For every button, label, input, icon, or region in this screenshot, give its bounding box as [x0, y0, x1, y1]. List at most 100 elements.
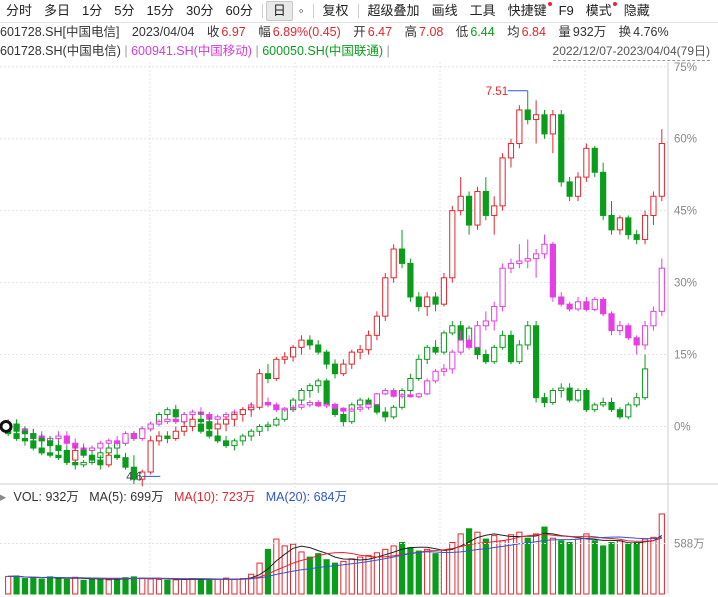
- candle-body[interactable]: [189, 411, 196, 415]
- volume-bar[interactable]: [231, 578, 238, 595]
- candle-body[interactable]: [574, 176, 582, 197]
- toolbar-item-5[interactable]: 30分: [185, 3, 214, 18]
- candle-body[interactable]: [331, 363, 339, 375]
- collapse-icon[interactable]: ▸: [0, 490, 7, 504]
- candle-body[interactable]: [340, 413, 347, 423]
- volume-bar[interactable]: [357, 556, 364, 595]
- candle-body[interactable]: [63, 449, 70, 461]
- volume-bar[interactable]: [306, 556, 313, 595]
- candle-body[interactable]: [549, 243, 556, 298]
- candle-body[interactable]: [155, 421, 163, 425]
- volume-bar[interactable]: [641, 538, 649, 595]
- candle-body[interactable]: [21, 430, 29, 435]
- candle-body[interactable]: [524, 258, 531, 262]
- candle-body[interactable]: [264, 373, 272, 380]
- candle-body[interactable]: [625, 325, 632, 339]
- candle-body[interactable]: [440, 368, 448, 372]
- candle-body[interactable]: [415, 358, 422, 379]
- volume-bar[interactable]: [21, 578, 29, 595]
- candle-body[interactable]: [658, 143, 665, 197]
- candle-body[interactable]: [214, 435, 221, 442]
- candle-body[interactable]: [273, 358, 280, 379]
- candle-body[interactable]: [600, 401, 607, 406]
- volume-bar[interactable]: [164, 579, 171, 595]
- volume-bar[interactable]: [114, 578, 121, 595]
- candle-body[interactable]: [155, 435, 163, 442]
- toolbar-item-0[interactable]: 分时: [6, 3, 33, 18]
- candle-body[interactable]: [373, 393, 380, 405]
- candle-body[interactable]: [566, 303, 573, 310]
- candle-body[interactable]: [21, 437, 29, 442]
- volume-bar[interactable]: [264, 548, 272, 595]
- candle-body[interactable]: [164, 435, 171, 439]
- volume-bar[interactable]: [382, 548, 389, 595]
- candle-body[interactable]: [114, 440, 121, 444]
- candle-body[interactable]: [147, 440, 154, 473]
- volume-bar[interactable]: [507, 534, 515, 595]
- candle-body[interactable]: [38, 447, 45, 454]
- candle-body[interactable]: [122, 433, 129, 444]
- volume-bar[interactable]: [13, 575, 20, 595]
- volume-bar[interactable]: [633, 541, 640, 595]
- candle-body[interactable]: [231, 413, 238, 420]
- candle-body[interactable]: [72, 461, 79, 466]
- candle-body[interactable]: [323, 351, 330, 365]
- candle-body[interactable]: [189, 418, 196, 427]
- candle-body[interactable]: [491, 205, 498, 216]
- volume-bar[interactable]: [541, 526, 548, 595]
- candle-body[interactable]: [424, 346, 431, 360]
- candle-body[interactable]: [440, 332, 448, 353]
- candle-body[interactable]: [239, 409, 246, 415]
- candle-body[interactable]: [600, 298, 607, 315]
- volume-bar[interactable]: [181, 578, 188, 595]
- candle-body[interactable]: [239, 435, 246, 442]
- volume-bar[interactable]: [373, 552, 380, 595]
- candle-body[interactable]: [382, 277, 389, 317]
- candle-body[interactable]: [482, 190, 489, 216]
- candle-body[interactable]: [72, 449, 79, 461]
- candle-body[interactable]: [415, 393, 422, 398]
- candle-body[interactable]: [533, 325, 540, 399]
- candle-body[interactable]: [273, 404, 280, 411]
- candle-body[interactable]: [172, 418, 179, 423]
- toolbar-item-2[interactable]: 1分: [82, 3, 103, 18]
- candle-body[interactable]: [130, 466, 137, 480]
- volume-bar[interactable]: [5, 575, 12, 595]
- candle-body[interactable]: [281, 407, 288, 411]
- candle-body[interactable]: [164, 409, 171, 415]
- toolbar-item-7[interactable]: 日: [265, 1, 293, 21]
- candle-body[interactable]: [641, 368, 649, 399]
- candle-body[interactable]: [390, 248, 397, 279]
- volume-bar[interactable]: [524, 537, 531, 595]
- candle-body[interactable]: [424, 296, 431, 308]
- volume-bar[interactable]: [130, 576, 137, 595]
- candle-body[interactable]: [323, 380, 330, 406]
- candle-body[interactable]: [432, 370, 439, 382]
- volume-bar[interactable]: [189, 578, 196, 595]
- candle-body[interactable]: [583, 301, 590, 310]
- candle-body[interactable]: [340, 407, 347, 412]
- candle-body[interactable]: [365, 334, 372, 351]
- candle-body[interactable]: [197, 418, 205, 423]
- candle-body[interactable]: [449, 325, 456, 334]
- candle-body[interactable]: [633, 234, 640, 240]
- candle-body[interactable]: [507, 143, 515, 159]
- candle-body[interactable]: [373, 315, 380, 336]
- candle-body[interactable]: [440, 277, 448, 305]
- date-range[interactable]: 2022/12/07-2023/04/04(79日): [552, 42, 710, 61]
- candle-body[interactable]: [46, 440, 54, 447]
- candle-body[interactable]: [331, 403, 339, 409]
- candle-body[interactable]: [172, 430, 179, 439]
- candle-body[interactable]: [298, 404, 305, 408]
- toolbar-item-9[interactable]: 复权: [322, 3, 349, 18]
- candle-body[interactable]: [214, 423, 221, 430]
- candle-body[interactable]: [30, 433, 37, 439]
- candle-body[interactable]: [574, 389, 582, 401]
- candle-body[interactable]: [658, 267, 665, 312]
- crosshair-handle[interactable]: [0, 419, 13, 433]
- candle-body[interactable]: [365, 403, 372, 408]
- volume-bar[interactable]: [482, 538, 489, 595]
- volume-bar[interactable]: [449, 541, 456, 595]
- candle-body[interactable]: [566, 387, 573, 401]
- candle-body[interactable]: [357, 349, 364, 353]
